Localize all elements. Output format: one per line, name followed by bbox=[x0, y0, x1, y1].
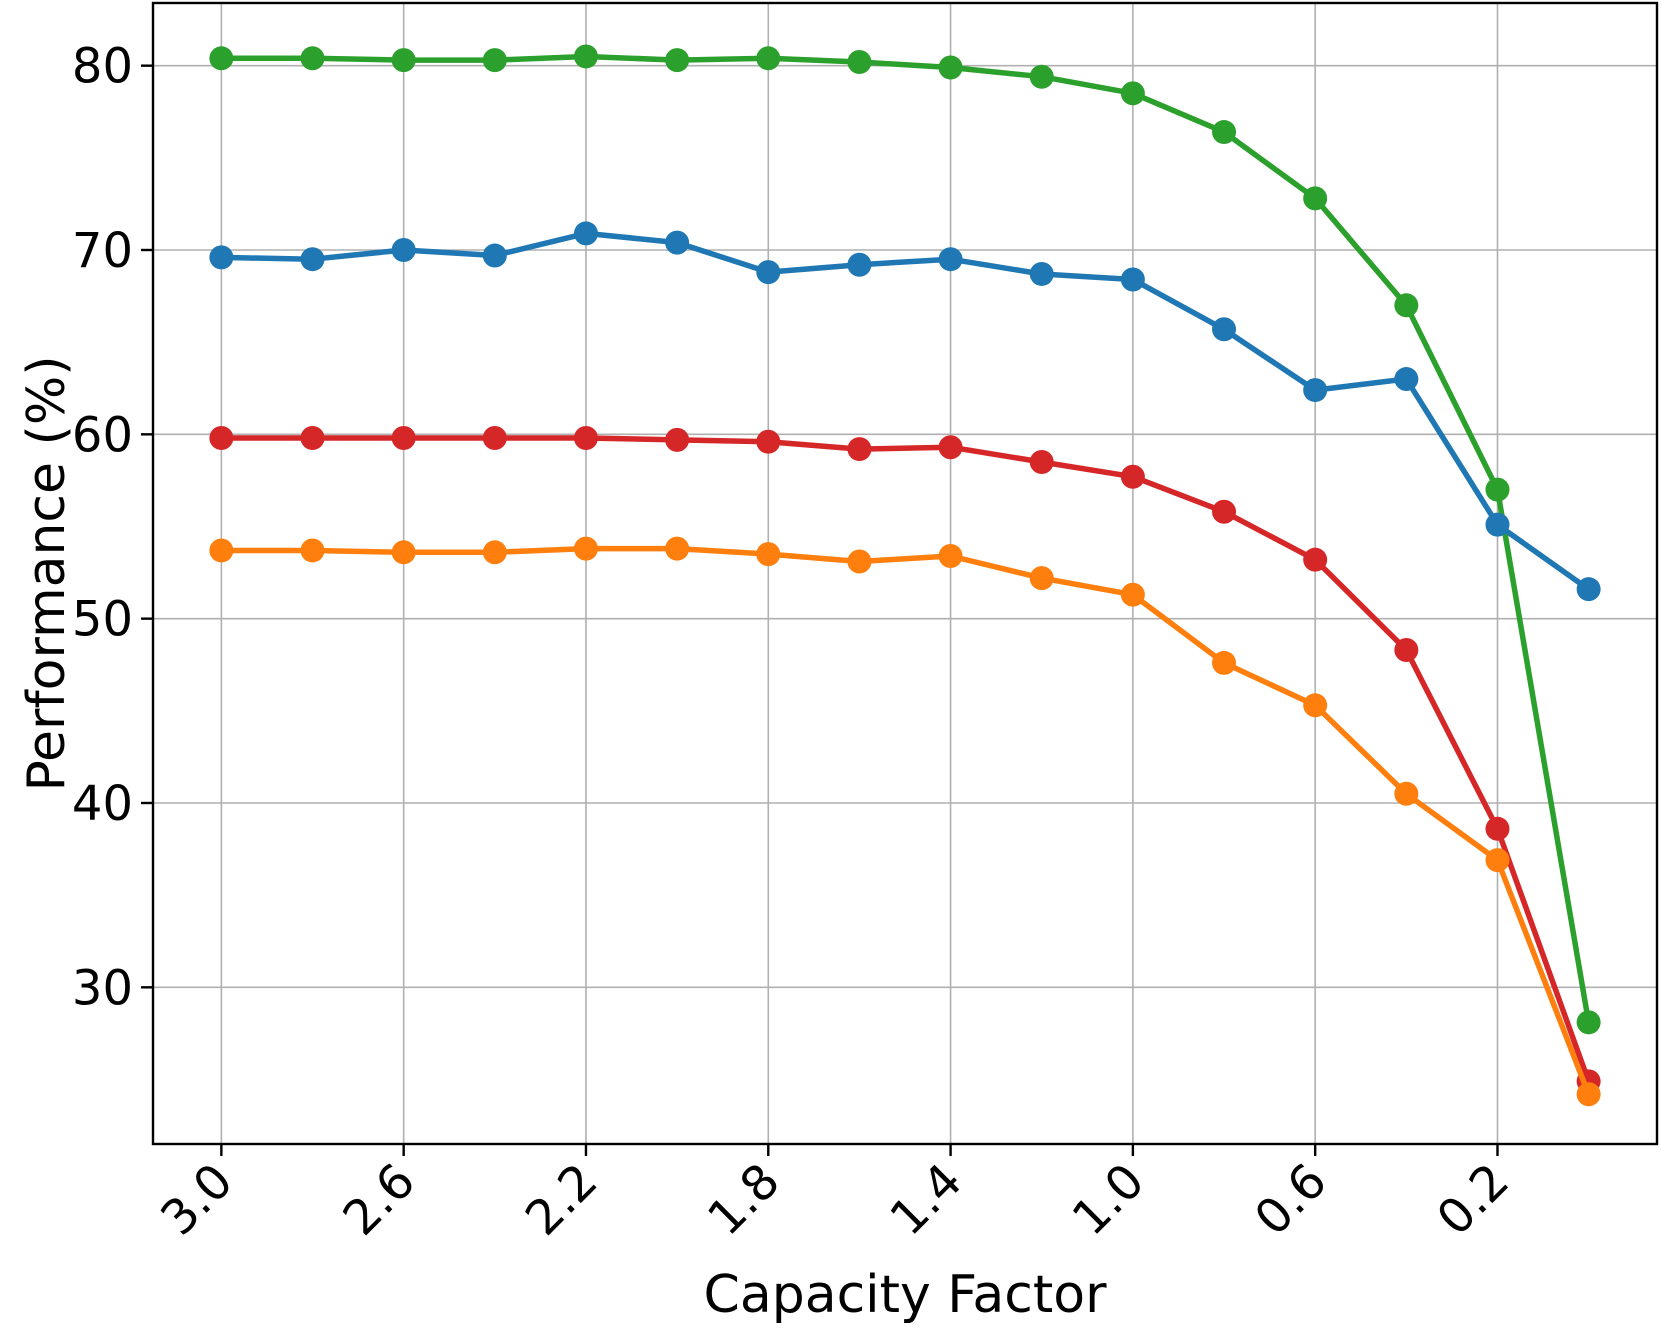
data-point bbox=[391, 48, 416, 73]
x-tick-label: 0.2 bbox=[1426, 1153, 1520, 1247]
data-point bbox=[1394, 367, 1419, 392]
data-point bbox=[209, 538, 234, 563]
y-tick-label: 50 bbox=[72, 592, 133, 648]
x-tick-label: 0.6 bbox=[1244, 1153, 1338, 1247]
data-point bbox=[1485, 848, 1510, 873]
y-tick-label: 60 bbox=[72, 407, 133, 463]
data-point bbox=[1120, 582, 1145, 607]
data-point bbox=[573, 44, 598, 69]
series-line bbox=[218, 545, 1592, 1097]
data-point bbox=[847, 49, 872, 74]
series-4 bbox=[209, 536, 1601, 1107]
data-point bbox=[1303, 186, 1328, 211]
data-point bbox=[1394, 637, 1419, 662]
data-point bbox=[665, 536, 690, 561]
data-point bbox=[1029, 261, 1054, 286]
data-point bbox=[1029, 64, 1054, 89]
data-point bbox=[938, 543, 963, 568]
data-point bbox=[756, 260, 781, 285]
data-point bbox=[1576, 577, 1601, 602]
data-point bbox=[573, 426, 598, 451]
data-point bbox=[391, 238, 416, 263]
data-point bbox=[209, 245, 234, 270]
data-point bbox=[756, 429, 781, 454]
series-layer bbox=[209, 44, 1601, 1107]
series-line bbox=[218, 53, 1592, 1026]
data-point bbox=[391, 540, 416, 565]
data-point bbox=[665, 230, 690, 255]
x-tick-label: 3.0 bbox=[150, 1153, 244, 1247]
y-tick-label: 40 bbox=[72, 776, 133, 832]
data-point bbox=[1394, 781, 1419, 806]
data-point bbox=[1120, 81, 1145, 106]
data-point bbox=[300, 46, 325, 71]
x-tick-label: 1.0 bbox=[1062, 1153, 1156, 1247]
x-axis-title: Capacity Factor bbox=[704, 1265, 1108, 1325]
data-point bbox=[1120, 464, 1145, 489]
data-point bbox=[1212, 120, 1237, 145]
plot-frame bbox=[151, 1, 1659, 1146]
data-point bbox=[300, 538, 325, 563]
series-line bbox=[218, 230, 1592, 592]
data-point bbox=[1485, 816, 1510, 841]
data-point bbox=[847, 252, 872, 277]
data-point bbox=[209, 426, 234, 451]
data-point bbox=[573, 536, 598, 561]
series-2 bbox=[209, 221, 1601, 602]
x-tick-label: 2.6 bbox=[333, 1153, 427, 1247]
data-point bbox=[482, 540, 507, 565]
data-point bbox=[482, 48, 507, 73]
data-point bbox=[1120, 267, 1145, 292]
tick-labels: 3.0 2.6 2.2 1.8 1.4 1.0 0.6 0.2 30 40 50 60 70 80 bbox=[72, 39, 1520, 1247]
data-point bbox=[209, 46, 234, 71]
series-1 bbox=[209, 44, 1601, 1035]
data-point bbox=[391, 426, 416, 451]
data-point bbox=[1212, 499, 1237, 524]
data-point bbox=[1576, 1082, 1601, 1107]
data-point bbox=[1212, 650, 1237, 675]
series-line bbox=[218, 435, 1592, 1085]
data-point bbox=[1485, 512, 1510, 537]
y-axis-title: Performance (%) bbox=[17, 355, 77, 791]
data-point bbox=[1485, 477, 1510, 502]
x-tick-label: 1.8 bbox=[697, 1153, 791, 1247]
data-point bbox=[665, 427, 690, 452]
data-point bbox=[938, 55, 963, 80]
data-point bbox=[300, 426, 325, 451]
data-point bbox=[665, 48, 690, 73]
data-point bbox=[300, 247, 325, 272]
data-point bbox=[847, 437, 872, 462]
data-point bbox=[1029, 566, 1054, 591]
grid-lines bbox=[153, 3, 1657, 1144]
data-point bbox=[938, 247, 963, 272]
data-point bbox=[573, 221, 598, 246]
data-point bbox=[1303, 693, 1328, 718]
y-tick-label: 30 bbox=[72, 960, 133, 1016]
data-point bbox=[756, 542, 781, 567]
data-point bbox=[1394, 293, 1419, 318]
data-point bbox=[482, 426, 507, 451]
axis-ticks bbox=[141, 64, 1499, 1156]
y-tick-label: 80 bbox=[72, 39, 133, 95]
data-point bbox=[1303, 547, 1328, 572]
data-point bbox=[847, 549, 872, 574]
data-point bbox=[1212, 317, 1237, 342]
data-point bbox=[482, 243, 507, 268]
series-3 bbox=[209, 426, 1601, 1094]
data-point bbox=[1029, 449, 1054, 474]
data-point bbox=[938, 435, 963, 460]
y-tick-label: 70 bbox=[72, 223, 133, 279]
data-point bbox=[756, 46, 781, 71]
x-tick-label: 2.2 bbox=[515, 1153, 609, 1247]
x-tick-label: 1.4 bbox=[879, 1153, 973, 1247]
data-point bbox=[1303, 378, 1328, 403]
data-point bbox=[1576, 1010, 1601, 1035]
